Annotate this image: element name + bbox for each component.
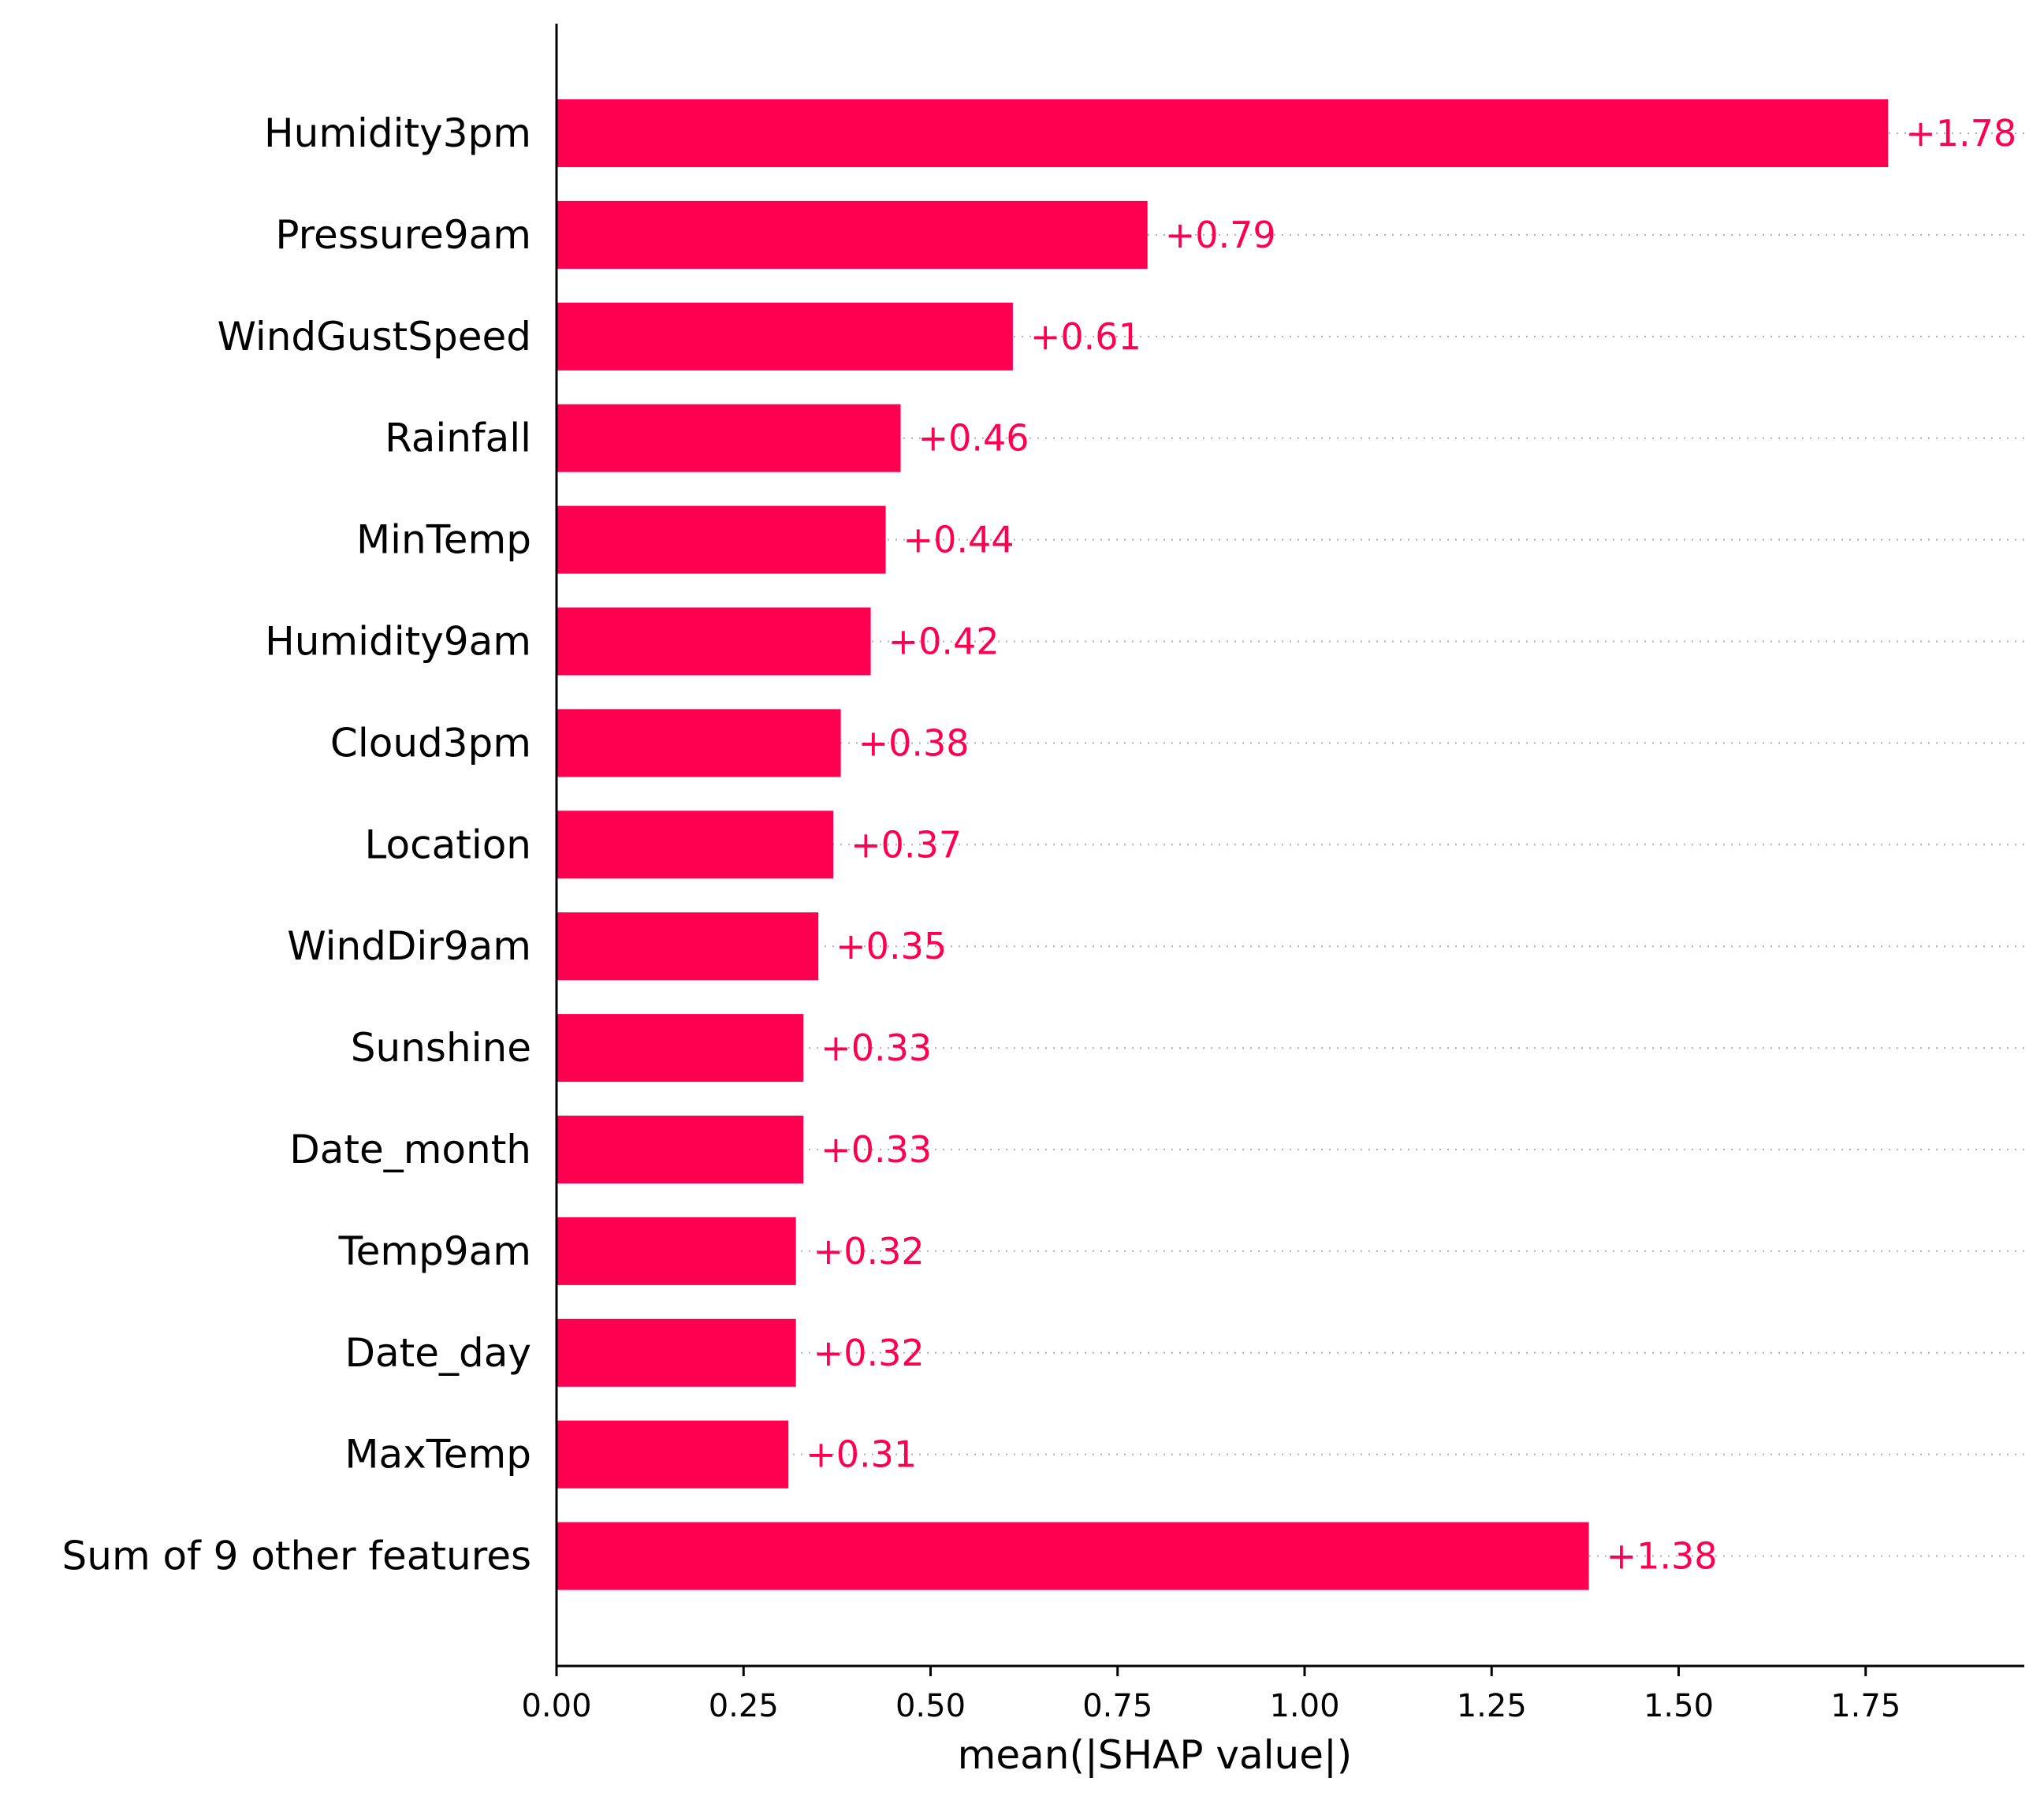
category-label: Temp9am [338, 1228, 531, 1274]
bar [557, 1116, 804, 1183]
value-label: +0.32 [814, 1230, 925, 1273]
bar [557, 912, 819, 981]
value-label: +0.38 [858, 721, 970, 764]
category-label: MaxTemp [344, 1432, 531, 1478]
category-label: MinTemp [356, 517, 531, 563]
bar [557, 1014, 804, 1083]
x-axis-ticks: 0.00 0.25 0.50 0.75 1.00 1.25 1.50 1.75 [521, 1666, 1901, 1724]
x-tick-label: 0.75 [1082, 1688, 1152, 1724]
bar [557, 709, 841, 777]
bars [557, 99, 1889, 1590]
category-label: Date_month [289, 1127, 531, 1172]
bar [557, 1318, 796, 1387]
x-tick-label: 0.50 [895, 1688, 966, 1724]
bar [557, 99, 1889, 167]
value-labels: +1.78 +0.79 +0.61 +0.46 +0.44 +0.42 +0.38 +0.37… [806, 112, 2016, 1578]
value-label: +1.78 [1905, 112, 2016, 155]
x-axis-label: mean(|SHAP value|) [958, 1732, 1353, 1778]
bar [557, 1217, 796, 1285]
category-label: WindDir9am [287, 923, 531, 969]
category-label: Humidity3pm [264, 110, 531, 156]
bar [557, 607, 871, 676]
category-label: Pressure9am [275, 212, 531, 258]
value-label: +0.44 [903, 519, 1015, 561]
category-labels: Humidity3pm Pressure9am WindGustSpeed Rainf… [62, 110, 531, 1579]
value-label: +0.35 [836, 925, 947, 967]
value-label: +0.61 [1030, 315, 1141, 358]
value-label: +0.33 [821, 1027, 932, 1069]
x-tick-label: 1.25 [1457, 1688, 1527, 1724]
value-label: +0.31 [806, 1433, 917, 1476]
bar [557, 505, 886, 574]
bar [557, 302, 1013, 371]
value-label: +0.32 [814, 1332, 925, 1374]
x-tick-label: 1.00 [1269, 1688, 1339, 1724]
x-tick-label: 1.75 [1830, 1688, 1901, 1724]
bar [557, 1522, 1589, 1590]
value-label: +0.33 [821, 1128, 932, 1171]
category-label: WindGustSpeed [218, 314, 532, 360]
bar [557, 200, 1148, 269]
x-tick-label: 0.25 [709, 1688, 779, 1724]
value-label: +0.79 [1165, 214, 1276, 256]
value-label: +0.46 [918, 417, 1029, 460]
category-label: Cloud3pm [330, 720, 531, 766]
x-tick-label: 1.50 [1644, 1688, 1714, 1724]
category-label: Location [365, 822, 531, 867]
bar [557, 811, 834, 879]
value-label: +0.42 [888, 620, 1000, 663]
category-label: Rainfall [385, 416, 531, 461]
bar [557, 1420, 789, 1489]
category-label: Date_day [345, 1330, 531, 1376]
x-tick-label: 0.00 [521, 1688, 591, 1724]
category-label: Sunshine [351, 1025, 531, 1071]
category-label: Humidity9am [265, 619, 531, 665]
value-label: +0.37 [851, 823, 962, 866]
bar [557, 404, 901, 472]
category-label: Sum of 9 other features [62, 1534, 531, 1579]
value-label: +1.38 [1607, 1535, 1718, 1578]
